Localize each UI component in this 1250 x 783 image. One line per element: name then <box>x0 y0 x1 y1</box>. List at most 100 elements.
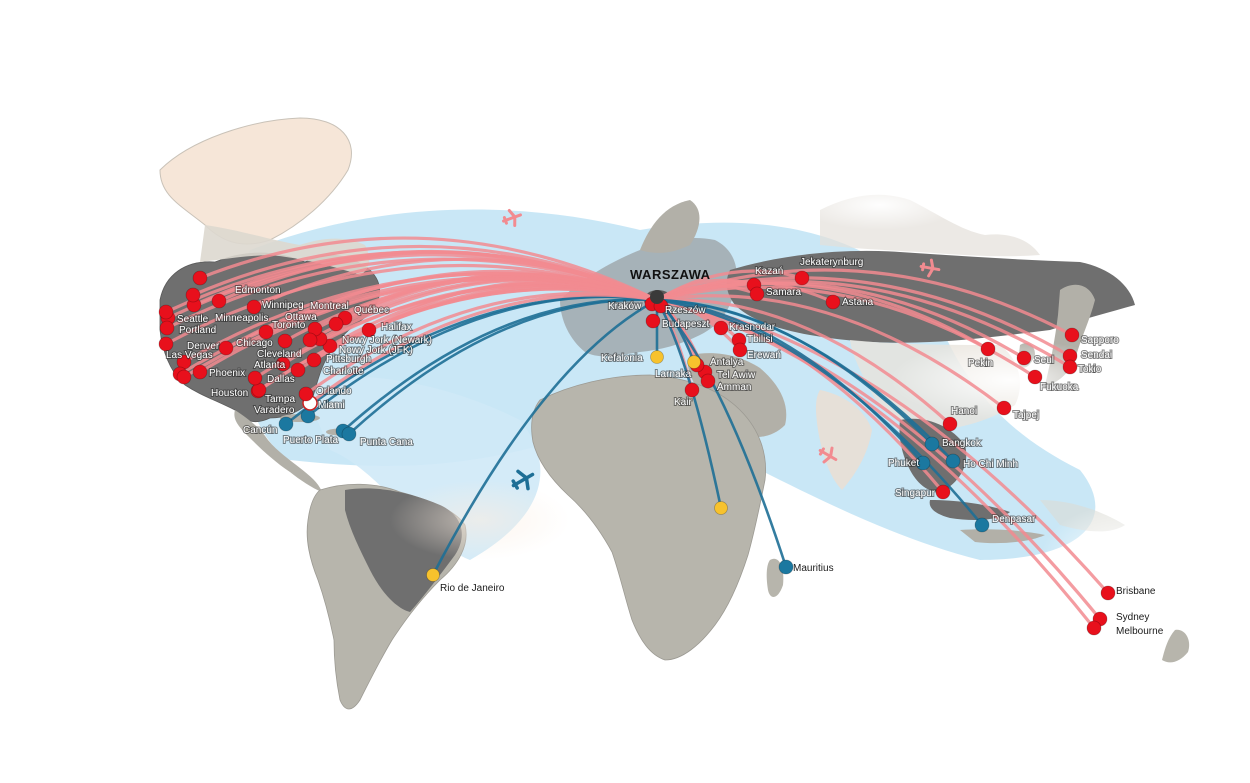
city-label: Denver <box>187 341 220 352</box>
destination-marker[interactable]: Dallas <box>247 370 263 386</box>
destination-marker[interactable]: Fukuoka <box>1027 369 1043 385</box>
destination-marker[interactable]: Jekaterynburg <box>794 270 810 286</box>
destination-marker[interactable]: Montreal <box>328 316 344 332</box>
destination-marker[interactable]: Kefalonia <box>650 350 664 364</box>
city-label: Miami <box>318 400 345 411</box>
city-label: Halifax <box>381 322 412 333</box>
destination-marker[interactable]: Hanoi <box>942 416 958 432</box>
destination-marker[interactable]: Varadero <box>300 408 316 424</box>
destination-marker[interactable]: Denver <box>218 340 234 356</box>
destination-marker[interactable]: Pekin <box>980 341 996 357</box>
city-label: Phoenix <box>209 368 245 379</box>
destination-marker[interactable]: Tokio <box>1062 359 1078 375</box>
destination-marker[interactable]: Tajpej <box>996 400 1012 416</box>
destination-marker[interactable]: Nowy Jork (JFK) <box>322 338 338 354</box>
city-label: Atlanta <box>254 360 286 371</box>
route-line <box>164 263 659 346</box>
destination-marker[interactable]: Atlanta <box>275 356 291 372</box>
destination-marker[interactable]: Samara <box>749 286 765 302</box>
city-label: Erewań <box>747 350 781 361</box>
destination-marker[interactable]: Krasnodar <box>713 320 729 336</box>
destination-marker[interactable]: Phoenix <box>192 364 208 380</box>
destination-marker[interactable]: Pittsburgh <box>306 352 322 368</box>
destination-marker[interactable]: Zanzibar <box>714 501 728 515</box>
city-label: Las Vegas <box>166 350 213 361</box>
hub-marker[interactable]: WARSZAWA <box>630 267 711 304</box>
destination-marker[interactable]: San Francisco <box>158 336 174 352</box>
destination-marker[interactable]: Rio de Janeiro <box>426 568 440 582</box>
city-label: Rio de Janeiro <box>440 583 505 594</box>
destination-marker[interactable]: Melbourne <box>1086 620 1102 636</box>
destination-marker[interactable]: Halifax <box>361 322 377 338</box>
labels-layer: Kraków Rzeszów Budapeszt Krasnodar Tbili… <box>165 256 1164 637</box>
route-line <box>164 250 659 314</box>
city-label: Pittsburgh <box>326 354 371 365</box>
destination-marker[interactable]: Minneapolis <box>246 299 262 315</box>
destination-marker[interactable]: Brisbane <box>1100 585 1116 601</box>
city-label: Larnaka <box>655 369 692 380</box>
plane-red-icon <box>919 258 941 278</box>
city-label: Montreal <box>310 301 349 312</box>
destination-marker[interactable]: Seul <box>1016 350 1032 366</box>
destinations-layer: KrakówRzeszówBudapesztKrasnodarTbilisiEr… <box>158 270 1116 636</box>
destination-marker[interactable]: Winnipeg <box>211 293 227 309</box>
destination-marker[interactable]: Bangkok <box>924 436 940 452</box>
destination-marker[interactable]: Sapporo <box>1064 327 1080 343</box>
destination-marker[interactable]: Ho Chi Minh <box>945 453 961 469</box>
city-label: Phuket <box>888 458 919 469</box>
route-line <box>431 298 659 577</box>
destination-marker[interactable]: Portland <box>159 320 175 336</box>
city-label: Samara <box>766 287 801 298</box>
destination-marker[interactable]: Punta Cana <box>341 426 357 442</box>
city-label: Cancún <box>243 425 277 436</box>
city-label: Budapeszt <box>662 319 709 330</box>
route-line <box>655 269 804 302</box>
route-line <box>655 279 1072 369</box>
destination-marker[interactable]: Phuket <box>915 455 931 471</box>
destination-marker[interactable]: Orlando <box>298 386 314 402</box>
city-label: Orlando <box>316 386 352 397</box>
destination-marker[interactable]: Cancún <box>278 416 294 432</box>
route-line <box>655 298 955 463</box>
route-line <box>198 236 659 302</box>
city-label: Chicago <box>236 338 273 349</box>
destination-marker[interactable]: Mauritius <box>778 559 794 575</box>
destination-marker[interactable]: Antalya <box>687 355 701 369</box>
city-label: Dallas <box>267 374 295 385</box>
destination-marker[interactable]: Budapeszt <box>645 313 661 329</box>
destination-marker[interactable]: Denpasar <box>974 517 990 533</box>
route-line <box>655 268 1074 337</box>
route-line <box>655 298 925 465</box>
hub-label: WARSZAWA <box>630 267 711 282</box>
city-label: Brisbane <box>1116 586 1156 597</box>
city-label: Pekin <box>968 358 993 369</box>
city-label: Mauritius <box>793 563 834 574</box>
city-label: Nowy Jork (Newark) <box>342 335 432 346</box>
city-label: Seul <box>1034 355 1054 366</box>
destination-marker[interactable]: Singapur <box>935 484 951 500</box>
destination-marker[interactable]: Calgary <box>192 270 208 286</box>
destination-marker[interactable]: Vancouver <box>158 304 174 320</box>
destination-marker[interactable]: Salt Lake City <box>185 287 201 303</box>
city-label: Houston <box>211 388 248 399</box>
plane-red-icon <box>502 208 522 228</box>
city-label: Melbourne <box>1116 626 1164 637</box>
route-line <box>655 298 723 510</box>
route-line <box>655 294 1006 410</box>
destination-marker[interactable]: Kair <box>684 382 700 398</box>
destination-marker[interactable]: Erewań <box>732 342 748 358</box>
plane-red-icon <box>818 446 838 464</box>
destination-marker[interactable]: Chicago <box>258 324 274 340</box>
city-label: Bangkok <box>942 438 982 449</box>
city-label: Kazań <box>755 266 783 277</box>
destination-marker[interactable]: Toronto <box>302 332 318 348</box>
fade-overlays <box>390 180 1200 615</box>
destination-marker[interactable]: Amman <box>700 373 716 389</box>
destination-marker[interactable]: Cleveland <box>277 333 293 349</box>
destination-marker[interactable]: Astana <box>825 294 841 310</box>
destination-marker[interactable]: Charlotte <box>290 362 306 378</box>
destination-marker[interactable]: San Diego <box>176 369 192 385</box>
city-label: Charlotte <box>323 366 364 377</box>
city-label: Denpasar <box>992 514 1036 525</box>
